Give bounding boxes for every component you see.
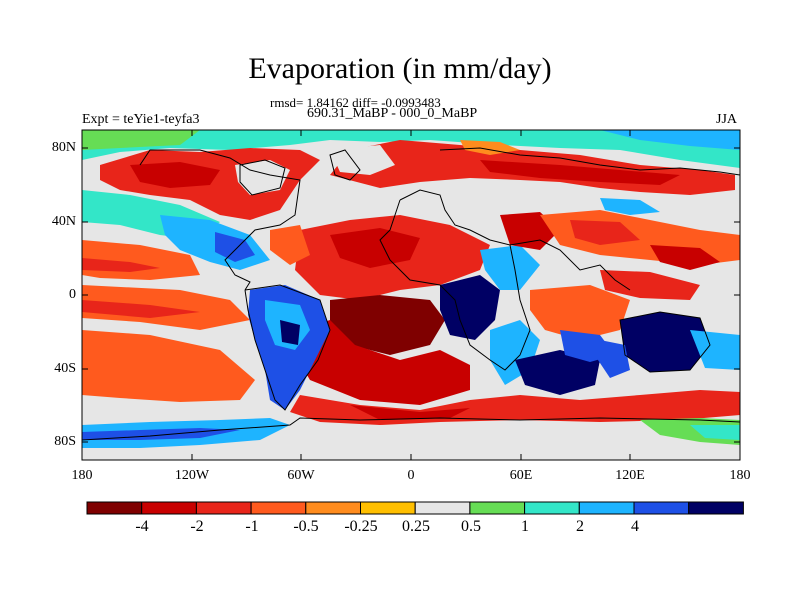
lat-label-80n: 80N (51, 140, 76, 155)
colorbar-swatch (86, 501, 143, 515)
colorbar-label: -1 (245, 518, 259, 535)
colorbar-swatch (414, 501, 471, 515)
colorbar-label: -0.5 (293, 518, 319, 535)
colorbar-swatch (688, 501, 744, 515)
colorbar-swatch (578, 501, 635, 515)
colorbar-label: 1 (521, 518, 529, 535)
lon-label-0: 0 (407, 468, 415, 483)
lat-label-40s: 40S (54, 361, 76, 376)
colorbar-swatch (195, 501, 252, 515)
lon-label-180w: 180 (71, 468, 93, 483)
colorbar-swatch (524, 501, 580, 515)
evaporation-field (82, 130, 740, 460)
experiment-label: Expt = teYie1-teyfa3 (82, 112, 200, 127)
lat-label-80s: 80S (54, 434, 76, 449)
colorbar (86, 501, 744, 515)
coastlines (82, 147, 740, 441)
lat-ticks (82, 147, 740, 443)
colorbar-swatch (360, 501, 416, 515)
colorbar-label: 0.5 (461, 518, 481, 535)
stats-text: rmsd= 1.84162 diff= -0.0993483 (270, 95, 441, 110)
colorbar-swatch (305, 501, 361, 515)
colorbar-label: 2 (576, 518, 584, 535)
lon-label-120e: 120E (615, 468, 645, 483)
lon-label-120w: 120W (174, 468, 210, 483)
lon-ticks (191, 130, 631, 460)
lat-label-0: 0 (69, 287, 76, 302)
period-text: 690.31_MaBP - 000_0_MaBP (307, 106, 478, 121)
lon-label-180e: 180 (729, 468, 751, 483)
colorbar-label: 0.25 (402, 518, 430, 535)
lon-label-60e: 60E (509, 468, 533, 483)
colorbar-label: -4 (135, 518, 149, 535)
colorbar-swatch (469, 501, 526, 515)
lon-label-60w: 60W (287, 468, 315, 483)
season-label: JJA (716, 112, 738, 127)
lat-label-40n: 40N (51, 214, 76, 229)
map-title: Evaporation (in mm/day) (248, 52, 552, 85)
colorbar-swatch (141, 501, 197, 515)
colorbar-label: -2 (190, 518, 204, 535)
colorbar-label: 4 (631, 518, 639, 535)
colorbar-swatch (633, 501, 690, 515)
colorbar-label: -0.25 (344, 518, 378, 535)
colorbar-swatch (250, 501, 307, 515)
